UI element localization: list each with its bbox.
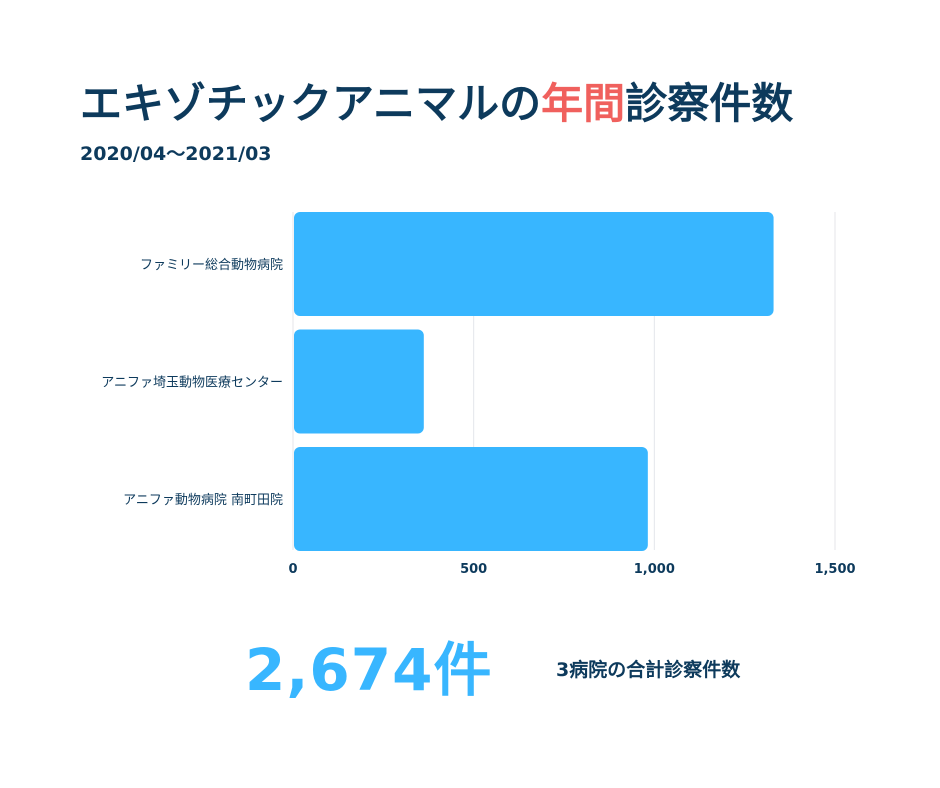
category-label: アニファ埼玉動物医療センター <box>101 376 283 391</box>
category-label: アニファ動物病院 南町田院 <box>123 492 283 508</box>
title-suffix: 診察件数 <box>625 79 794 128</box>
bar <box>294 329 424 434</box>
total-caption: 3病院の合計診察件数 <box>556 659 741 681</box>
bar <box>294 212 774 316</box>
total-count: 2,674件 <box>245 636 493 704</box>
x-tick-label: 1,500 <box>814 562 855 577</box>
title-prefix: エキゾチックアニマルの <box>80 79 542 128</box>
x-tick-label: 1,000 <box>634 562 675 577</box>
x-tick-label: 0 <box>288 562 297 577</box>
date-range: 2020/04〜2021/03 <box>80 143 272 165</box>
bar <box>294 447 648 551</box>
chart-title: エキゾチックアニマルの年間診察件数 <box>80 76 793 132</box>
title-accent: 年間 <box>541 79 626 128</box>
category-label: ファミリー総合動物病院 <box>140 258 283 273</box>
x-tick-label: 500 <box>460 562 487 577</box>
